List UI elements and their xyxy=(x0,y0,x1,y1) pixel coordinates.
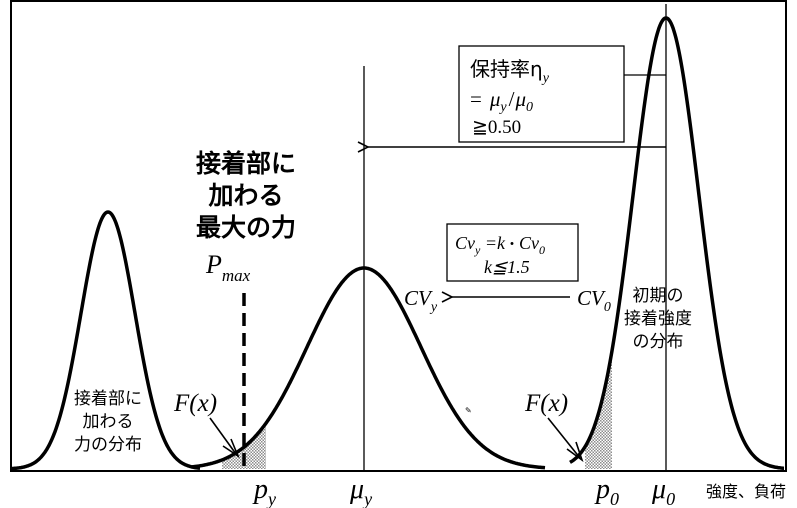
max-force-line3: 最大の力 xyxy=(196,213,296,242)
left-dist-line3: 力の分布 xyxy=(74,435,142,455)
fx-right-arrowhead xyxy=(566,441,584,463)
applied-force-distribution-curve xyxy=(10,210,201,471)
retention-box xyxy=(458,45,625,143)
cv-box-line1: Cvy =k・Cv0 xyxy=(455,233,545,257)
retention-line2: = μy/μ0 xyxy=(470,87,533,115)
right-dist-line3: の分布 xyxy=(633,332,684,352)
fx-left-arrow xyxy=(209,417,237,455)
left-dist-line1: 接着部に xyxy=(74,389,142,409)
retention-line3: ≧0.50 xyxy=(472,117,521,138)
fx-right-arrow xyxy=(547,417,581,459)
cv-box-line2: k≦1.5 xyxy=(484,257,530,277)
right-dist-line2: 接着強度 xyxy=(624,309,692,329)
fx-left-arrowhead xyxy=(222,438,240,459)
cv-box xyxy=(446,223,579,282)
max-force-line2: 加わる xyxy=(207,181,283,210)
tick-mu-y: μy xyxy=(349,474,372,508)
fx-right-label: F(x) xyxy=(524,390,568,417)
retention-line1: 保持率ηy xyxy=(470,57,550,86)
failure-probability-shade-y xyxy=(222,423,266,469)
tick-mu-0: μ0 xyxy=(651,474,675,508)
left-dist-line2: 加わる xyxy=(83,412,134,432)
plot-frame xyxy=(10,0,787,472)
tick-p-0: p0 xyxy=(594,474,619,508)
fx-left-label: F(x) xyxy=(173,390,217,417)
cv-y-label: CVy xyxy=(404,286,438,315)
right-dist-line1: 初期の xyxy=(633,286,684,306)
axis-title: 強度、負荷 xyxy=(706,482,786,501)
initial-strength-distribution-curve xyxy=(569,16,784,470)
max-force-line1: 接着部に xyxy=(196,149,296,178)
failure-probability-shade-0 xyxy=(585,350,612,469)
retained-strength-distribution-curve xyxy=(191,266,546,470)
tick-p-y: py xyxy=(252,474,276,508)
p-max-label: Pmax xyxy=(205,250,251,285)
scan-mark: ✎ xyxy=(465,406,472,415)
cv-0-label: CV0 xyxy=(577,286,611,315)
